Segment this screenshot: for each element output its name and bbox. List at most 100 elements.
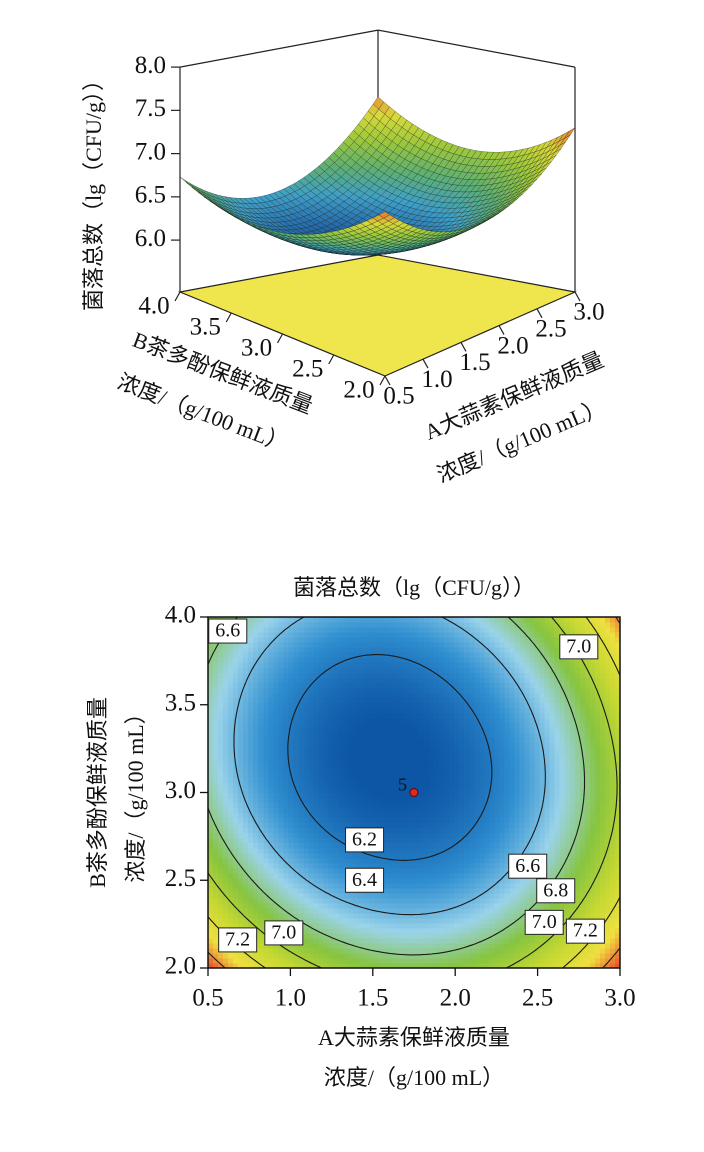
heat-cell [424,863,430,869]
heat-cell [494,903,500,909]
heat-cell [303,933,309,939]
heat-cell [258,848,264,854]
heat-cell [530,762,536,768]
heat-cell [243,883,249,889]
heat-cell [389,938,395,944]
heat-cell [459,808,465,814]
heat-cell [374,813,380,819]
heat-cell [233,798,239,804]
heat-cell [399,823,405,829]
heat-cell [389,823,395,829]
heat-cell [329,813,335,819]
heat-cell [439,888,445,894]
heat-cell [439,752,445,758]
heat-cell [434,863,440,869]
heat-cell [514,752,520,758]
heat-cell [434,913,440,919]
heat-cell [223,762,229,768]
heat-cell [479,883,485,889]
heat-cell [484,913,490,919]
heat-cell [540,772,546,778]
heat-cell [334,752,340,758]
heat-cell [233,793,239,799]
heat-cell [349,863,355,869]
heat-cell [228,838,234,844]
heat-cell [555,843,561,849]
heat-cell [585,752,591,758]
heat-cell [600,767,606,773]
heat-cell [329,818,335,824]
heat-cell [314,757,320,763]
heat-cell [514,777,520,783]
heat-cell [600,793,606,799]
heat-cell [550,813,556,819]
heat-cell [504,747,510,753]
heat-cell [514,787,520,793]
heat-cell [595,772,601,778]
heat-cell [439,893,445,899]
heat-cell [208,782,214,788]
heat-cell [404,938,410,944]
heat-cell [409,908,415,914]
heat-cell [344,813,350,819]
heat-cell [359,928,365,934]
heat-cell [530,747,536,753]
heat-cell [238,803,244,809]
heat-cell [540,838,546,844]
heat-cell [324,908,330,914]
heat-cell [409,828,415,834]
heat-cell [389,948,395,954]
heat-cell [324,798,330,804]
heat-cell [504,767,510,773]
heat-cell [283,853,289,859]
heat-cell [293,893,299,899]
heat-cell [424,767,430,773]
heat-cell [489,843,495,849]
heat-cell [474,762,480,768]
heat-cell [580,798,586,804]
heat-cell [273,828,279,834]
heat-cell [228,772,234,778]
heat-cell [379,777,385,783]
heat-cell [228,953,234,959]
heat-cell [449,888,455,894]
heat-cell [319,782,325,788]
heat-cell [404,933,410,939]
y-tick [278,334,283,343]
heat-cell [298,747,304,753]
heat-cell [414,923,420,929]
heat-cell [268,908,274,914]
heat-cell [469,793,475,799]
heat-cell [484,898,490,904]
heat-cell [228,767,234,773]
heat-cell [429,838,435,844]
heat-cell [595,777,601,783]
heat-cell [489,868,495,874]
heat-cell [484,772,490,778]
heat-cell [329,767,335,773]
heat-cell [394,757,400,763]
heat-cell [439,938,445,944]
heat-cell [253,752,259,758]
heat-cell [429,828,435,834]
heat-cell [334,848,340,854]
heat-cell [434,843,440,849]
heat-cell [314,772,320,778]
heat-cell [474,838,480,844]
heat-cell [520,893,526,899]
heat-cell [334,858,340,864]
heat-cell [560,757,566,763]
heat-cell [208,823,214,829]
heat-cell [394,808,400,814]
heat-cell [520,772,526,778]
heat-cell [605,808,611,814]
heat-cell [278,898,284,904]
heat-cell [439,858,445,864]
heat-cell [283,953,289,959]
heat-cell [344,953,350,959]
heat-cell [238,762,244,768]
heat-cell [283,823,289,829]
heat-cell [509,787,515,793]
heat-cell [610,938,616,944]
heat-cell [555,838,561,844]
